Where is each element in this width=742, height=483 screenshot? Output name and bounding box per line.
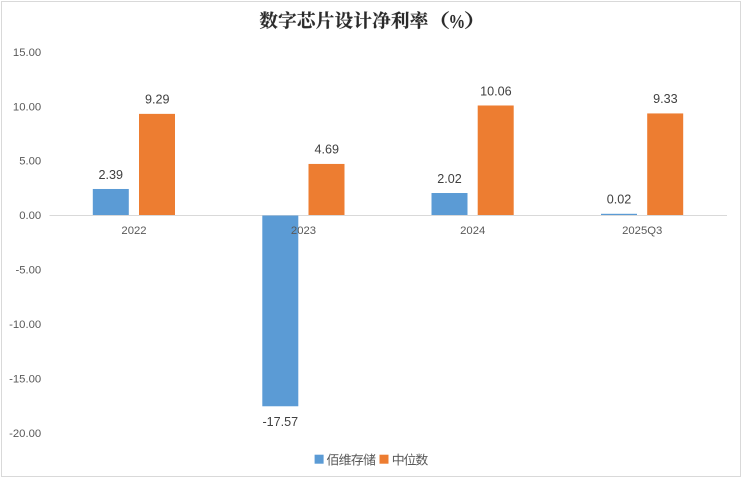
svg-text:-17.57: -17.57 (262, 415, 298, 429)
svg-text:-20.00: -20.00 (9, 428, 41, 440)
svg-text:15.00: 15.00 (13, 47, 41, 59)
svg-text:0.00: 0.00 (19, 210, 41, 222)
svg-text:0.02: 0.02 (607, 193, 632, 207)
svg-text:9.33: 9.33 (653, 92, 678, 106)
svg-text:9.29: 9.29 (145, 93, 170, 107)
svg-text:2024: 2024 (460, 225, 485, 237)
svg-text:2.39: 2.39 (99, 168, 124, 182)
svg-text:5.00: 5.00 (19, 156, 41, 168)
svg-text:-5.00: -5.00 (15, 265, 41, 277)
svg-text:2022: 2022 (121, 225, 146, 237)
svg-text:10.06: 10.06 (480, 84, 512, 98)
svg-text:2023: 2023 (291, 225, 316, 237)
svg-text:2.02: 2.02 (437, 172, 462, 186)
svg-text:-15.00: -15.00 (9, 373, 41, 385)
svg-text:-10.00: -10.00 (9, 319, 41, 331)
svg-text:10.00: 10.00 (13, 101, 41, 113)
svg-text:4.69: 4.69 (314, 143, 339, 157)
svg-text:2025Q3: 2025Q3 (622, 225, 662, 237)
